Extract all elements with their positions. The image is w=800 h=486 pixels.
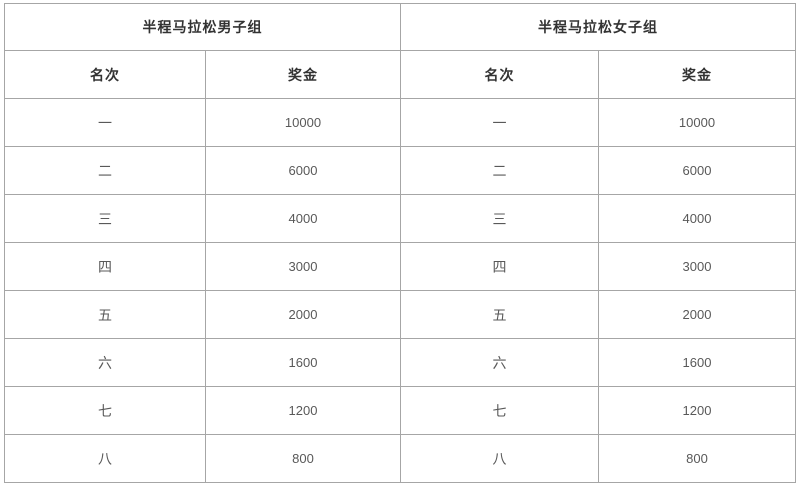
prize-cell: 4000 <box>205 194 401 243</box>
rank-cell: 三 <box>400 194 599 243</box>
table-row: 三 4000 三 4000 <box>4 194 796 243</box>
rank-cell: 八 <box>400 434 599 483</box>
prize-cell: 3000 <box>598 242 796 291</box>
group-title-women: 半程马拉松女子组 <box>400 3 796 51</box>
prize-table: 半程马拉松男子组 半程马拉松女子组 名次 奖金 名次 奖金 一 10000 一 … <box>4 3 796 483</box>
table-row: 五 2000 五 2000 <box>4 290 796 339</box>
rank-cell: 六 <box>400 338 599 387</box>
prize-cell: 1600 <box>205 338 401 387</box>
column-header-row: 名次 奖金 名次 奖金 <box>4 50 796 99</box>
col-header-rank-women: 名次 <box>400 50 599 99</box>
prize-cell: 4000 <box>598 194 796 243</box>
prize-cell: 800 <box>598 434 796 483</box>
prize-cell: 2000 <box>598 290 796 339</box>
prize-cell: 800 <box>205 434 401 483</box>
rank-cell: 八 <box>4 434 206 483</box>
rank-cell: 一 <box>4 98 206 147</box>
rank-cell: 五 <box>400 290 599 339</box>
col-header-prize-men: 奖金 <box>205 50 401 99</box>
group-title-men: 半程马拉松男子组 <box>4 3 401 51</box>
prize-cell: 1200 <box>205 386 401 435</box>
prize-cell: 6000 <box>598 146 796 195</box>
prize-cell: 1600 <box>598 338 796 387</box>
prize-cell: 3000 <box>205 242 401 291</box>
rank-cell: 三 <box>4 194 206 243</box>
table-row: 二 6000 二 6000 <box>4 146 796 195</box>
rank-cell: 五 <box>4 290 206 339</box>
table-row: 四 3000 四 3000 <box>4 242 796 291</box>
prize-cell: 1200 <box>598 386 796 435</box>
table-row: 七 1200 七 1200 <box>4 386 796 435</box>
rank-cell: 一 <box>400 98 599 147</box>
table-row: 一 10000 一 10000 <box>4 98 796 147</box>
rank-cell: 四 <box>400 242 599 291</box>
rank-cell: 六 <box>4 338 206 387</box>
rank-cell: 四 <box>4 242 206 291</box>
rank-cell: 七 <box>4 386 206 435</box>
col-header-rank-men: 名次 <box>4 50 206 99</box>
table-row: 八 800 八 800 <box>4 434 796 483</box>
prize-cell: 10000 <box>598 98 796 147</box>
rank-cell: 七 <box>400 386 599 435</box>
prize-cell: 6000 <box>205 146 401 195</box>
prize-cell: 2000 <box>205 290 401 339</box>
group-title-row: 半程马拉松男子组 半程马拉松女子组 <box>4 3 796 51</box>
table-row: 六 1600 六 1600 <box>4 338 796 387</box>
prize-cell: 10000 <box>205 98 401 147</box>
rank-cell: 二 <box>400 146 599 195</box>
col-header-prize-women: 奖金 <box>598 50 796 99</box>
rank-cell: 二 <box>4 146 206 195</box>
